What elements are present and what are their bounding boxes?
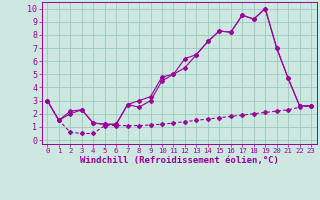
X-axis label: Windchill (Refroidissement éolien,°C): Windchill (Refroidissement éolien,°C) <box>80 156 279 165</box>
